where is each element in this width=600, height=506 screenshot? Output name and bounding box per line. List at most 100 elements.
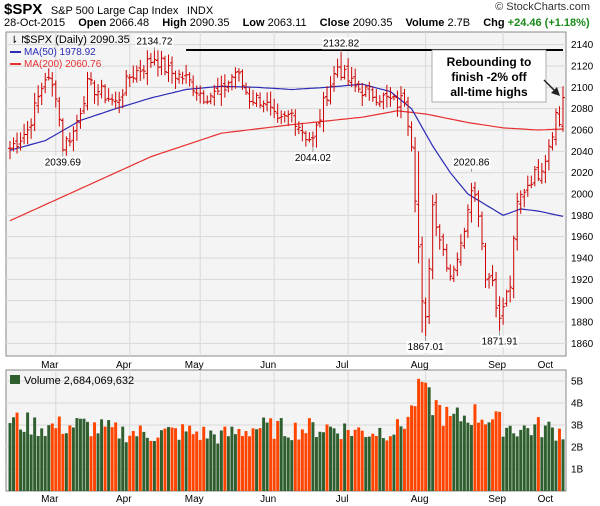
volume-bar	[212, 434, 216, 491]
volume-bar	[529, 435, 533, 491]
volume-bar	[484, 424, 487, 491]
volume-bar	[438, 404, 442, 491]
volume-bar	[233, 434, 237, 491]
volume-bar	[378, 427, 382, 491]
volume-bar	[554, 440, 558, 491]
legend-volume-swatch	[10, 375, 20, 384]
volume-bar	[131, 431, 135, 491]
volume-bar	[473, 404, 477, 491]
volume-bar	[522, 425, 526, 491]
price-callout-bg	[452, 156, 491, 169]
volume-bar	[424, 382, 428, 491]
volume-bar	[364, 437, 368, 491]
ma50-path	[9, 83, 564, 217]
volume-bar	[392, 434, 396, 491]
volume-bar	[68, 425, 72, 491]
brand-link[interactable]: © StockCharts.com	[495, 1, 590, 13]
volume-bar	[117, 438, 121, 491]
month-label: Apr	[116, 494, 132, 505]
volume-bar	[360, 430, 364, 491]
volume-bar	[149, 440, 153, 491]
volume-bar	[420, 381, 424, 491]
volume-bar	[343, 423, 347, 491]
volume-bar	[255, 429, 259, 491]
volume-tick-label: 2B	[571, 443, 584, 454]
header-row: $SPX S&P 500 Large Cap Index INDX © Stoc…	[4, 1, 596, 18]
volume-bar	[269, 418, 273, 491]
low-label: Low	[242, 17, 265, 29]
price-callout: 2039.69	[45, 158, 82, 169]
volume-bar	[47, 425, 51, 491]
volume-bar	[174, 428, 178, 491]
month-label: Aug	[411, 494, 429, 505]
volume-label: Volume	[405, 17, 445, 29]
volume-bar	[417, 378, 421, 491]
volume-bar	[448, 416, 452, 491]
price-tick-label: 2080	[571, 104, 594, 115]
volume-bar	[36, 435, 40, 491]
volume-bar	[145, 437, 149, 491]
volume-bar	[336, 433, 340, 491]
volume-bar	[184, 431, 188, 491]
volume-bar	[251, 428, 255, 491]
ma50-line	[9, 83, 564, 217]
volume-bar	[385, 440, 389, 491]
annotation-line-3: all-time highs	[450, 85, 528, 99]
volume-bar	[300, 429, 304, 491]
volume-bar	[89, 436, 93, 491]
volume-bar	[557, 428, 561, 491]
volume-bar	[293, 422, 297, 491]
price-tick-label: 1980	[571, 211, 594, 222]
volume-tick-label: 4B	[571, 399, 584, 410]
volume-bar	[410, 405, 414, 491]
price-tick-label: 1940	[571, 254, 594, 265]
volume-bar	[29, 434, 33, 491]
price-callout: 2044.02	[295, 153, 332, 164]
volume-bar	[455, 407, 459, 491]
price-tick-label: 1900	[571, 296, 594, 307]
volume-bar	[163, 428, 167, 491]
volume-bar	[346, 429, 350, 491]
volume-bar	[265, 422, 269, 491]
price-callout: 2132.82	[323, 38, 360, 49]
volume-bar	[540, 437, 544, 491]
month-labels: Mar Mar Apr Apr May May Jun Jun Jul Jul Aug Aug Sep S…	[41, 360, 553, 505]
volume-bar	[191, 434, 195, 491]
volume-bar	[33, 417, 37, 491]
volume-bar	[371, 433, 375, 491]
volume-bar	[19, 429, 23, 491]
symbol: $SPX	[4, 1, 43, 18]
volume-bar	[469, 425, 473, 491]
volume-bar	[427, 387, 431, 491]
price-tick-label: 1920	[571, 275, 594, 286]
volume-bar	[508, 425, 512, 491]
volume-bar	[350, 435, 354, 491]
volume-bar	[494, 411, 498, 491]
price-tick-label: 2100	[571, 83, 594, 94]
volume-bar	[135, 436, 139, 491]
exchange: INDX	[186, 5, 214, 17]
volume-bar	[279, 418, 283, 491]
volume-bar	[86, 421, 89, 491]
volume-bar	[128, 435, 132, 491]
volume-bar	[487, 422, 491, 491]
price-callout: 2134.72	[136, 36, 173, 47]
volume-bar	[244, 431, 248, 491]
annotation-arrow-head	[551, 87, 560, 96]
volume-bar	[258, 428, 262, 491]
volume-bar	[142, 431, 146, 491]
price-callout-bg	[43, 156, 82, 169]
price-callout-bg	[135, 35, 174, 48]
volume-bar	[57, 416, 61, 491]
volume-bar	[476, 422, 480, 491]
volume-bar	[339, 439, 343, 491]
volume-bar	[332, 428, 336, 491]
volume-bar	[272, 438, 276, 491]
price-tick-label: 1860	[571, 339, 594, 350]
volume-bar	[445, 406, 449, 491]
month-label: Jun	[260, 360, 276, 371]
volume-bar	[322, 432, 325, 491]
month-label: May	[185, 494, 204, 505]
volume-tick-label: 5B	[571, 377, 584, 388]
